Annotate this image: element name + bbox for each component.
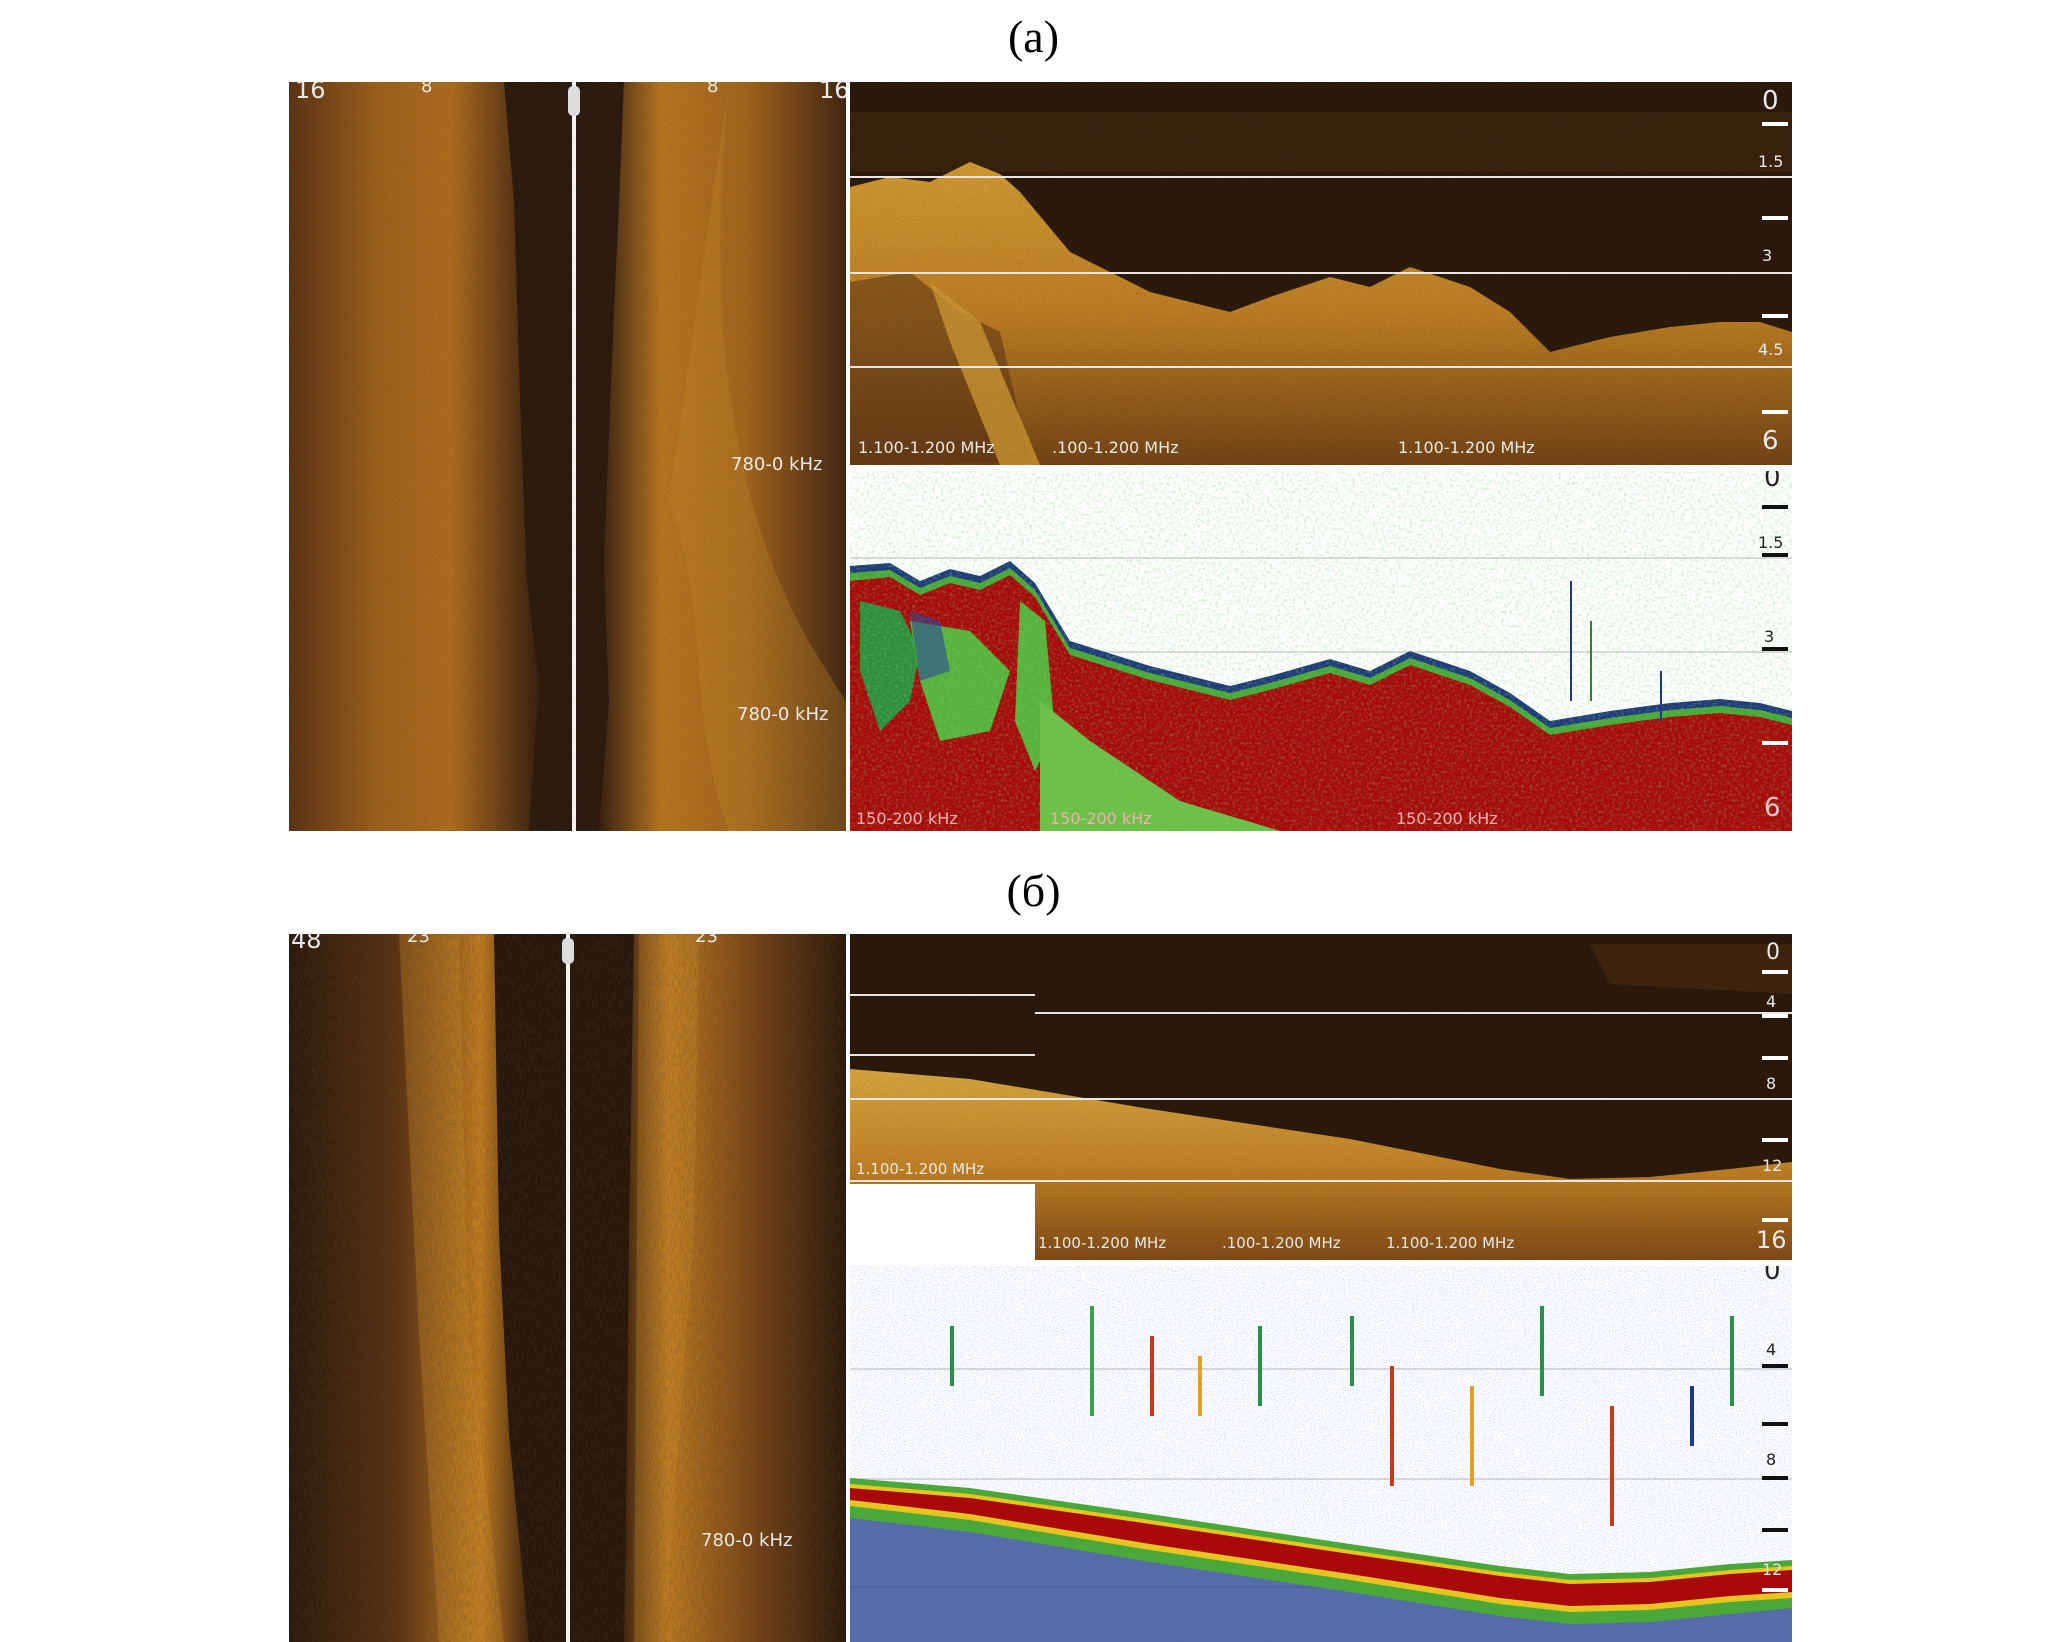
depth-tick	[1762, 1364, 1788, 1368]
frequency-label: 150-200 kHz	[1050, 809, 1152, 828]
side-scan-range-left: 16	[295, 82, 326, 104]
depth-tick-label: 16	[1756, 1226, 1787, 1254]
panel-a-side-scan: 16 8 8 16 780-0 kHz 780-0 kHz	[289, 82, 846, 831]
frequency-label: 150-200 kHz	[1396, 809, 1498, 828]
depth-tick	[1762, 505, 1788, 509]
depth-tick-label: 6	[1762, 426, 1779, 456]
depth-tick	[1762, 216, 1788, 220]
side-scan-frequency-label: 780-0 kHz	[701, 1530, 793, 1551]
side-scan-mid-left: 8	[421, 82, 433, 97]
panel-a-down-imaging: 0 1.5 3 4.5 6 1.100-1.200 MHz .100-1.200…	[850, 82, 1792, 465]
depth-tick-label: 0	[1766, 940, 1780, 965]
side-scan-range-right: 16	[819, 82, 846, 104]
side-scan-mid-right: 8	[707, 82, 719, 97]
depth-tick	[1762, 122, 1788, 126]
side-scan-mid-right: 23	[695, 934, 718, 947]
depth-tick-label: 1.5	[1758, 533, 1784, 552]
depth-tick-label: 0	[1762, 86, 1779, 116]
depth-tick-label: 6	[1764, 793, 1781, 823]
depth-tick-label: 4.5	[1758, 340, 1784, 359]
panel-a-sonar: 0 1.5 3 6 150-200 kHz 150-200 kHz 150-20…	[850, 471, 1792, 831]
frequency-label: 1.100-1.200 MHz	[1386, 1234, 1515, 1252]
depth-tick	[1762, 1014, 1788, 1018]
panel-b-side-scan-image	[289, 934, 846, 1642]
depth-tick	[1762, 741, 1788, 745]
depth-tick	[1762, 1218, 1788, 1222]
depth-tick	[1762, 1422, 1788, 1426]
panel-b-down-imaging: 0 4 8 12 16 1.100-1.200 MHz 1.100-1.200 …	[850, 934, 1792, 1260]
depth-tick	[1762, 647, 1788, 651]
depth-tick	[1762, 1476, 1788, 1480]
side-scan-frequency-label: 780-0 kHz	[731, 454, 823, 475]
panel-b-side-scan: 48 23 23 780-0 kHz	[289, 934, 846, 1642]
depth-tick	[1762, 410, 1788, 414]
depth-tick-label: 3	[1764, 627, 1775, 646]
figure-label-a: (а)	[1007, 11, 1060, 62]
depth-tick	[1762, 1528, 1788, 1532]
depth-tick-label: 12	[1762, 1560, 1783, 1579]
depth-tick-label: 0	[1764, 1266, 1781, 1286]
frequency-label: 1.100-1.200 MHz	[856, 1160, 985, 1178]
panel-a-side-scan-image	[289, 82, 846, 831]
panel-b-sonar-image	[850, 1266, 1792, 1642]
panel-a-down-imaging-image	[850, 82, 1792, 465]
side-scan-range-left: 48	[291, 934, 322, 954]
depth-tick-label: 3	[1762, 246, 1773, 265]
depth-tick	[1762, 553, 1788, 557]
frequency-label: .100-1.200 MHz	[1222, 1234, 1341, 1252]
depth-tick-label: 0	[1764, 471, 1781, 493]
sonar-fish-marks	[950, 1306, 1734, 1526]
panel-b-sonar: 0 4 8 12	[850, 1266, 1792, 1642]
depth-tick-label: 12	[1762, 1156, 1783, 1175]
depth-tick-label: 8	[1766, 1074, 1777, 1093]
depth-tick-label: 8	[1766, 1450, 1777, 1469]
depth-tick	[1762, 314, 1788, 318]
frequency-label: 1.100-1.200 MHz	[1398, 438, 1535, 457]
depth-tick	[1762, 1056, 1788, 1060]
depth-tick	[1762, 970, 1788, 974]
depth-tick-label: 4	[1766, 1340, 1777, 1359]
frequency-label: 1.100-1.200 MHz	[1038, 1234, 1167, 1252]
panel-b-down-imaging-image	[850, 934, 1792, 1260]
panel-a-sonar-image	[850, 471, 1792, 831]
side-scan-mid-left: 23	[407, 934, 430, 947]
frequency-label: 150-200 kHz	[856, 809, 958, 828]
figure-label-b: (б)	[1006, 865, 1061, 916]
depth-tick-label: 1.5	[1758, 152, 1784, 171]
frequency-label: .100-1.200 MHz	[1052, 438, 1179, 457]
depth-tick-label: 4	[1766, 992, 1777, 1011]
depth-tick	[1762, 1138, 1788, 1142]
side-scan-frequency-label: 780-0 kHz	[737, 704, 829, 725]
depth-tick	[1762, 1588, 1788, 1592]
frequency-label: 1.100-1.200 MHz	[858, 438, 995, 457]
